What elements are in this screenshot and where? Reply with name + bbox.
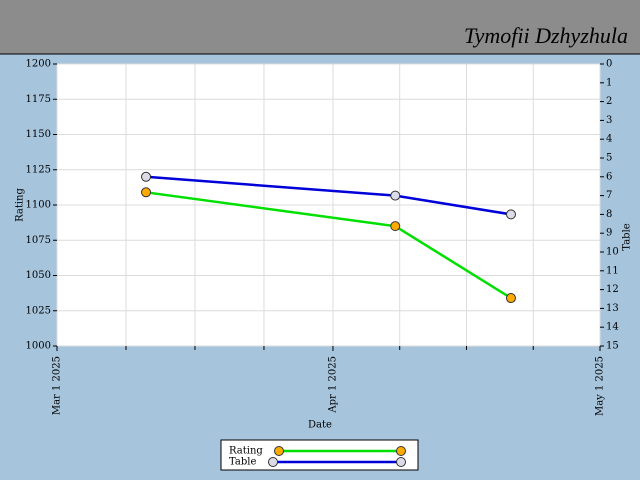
y2-tick-label: 7 <box>606 190 612 201</box>
y-tick-label: 1150 <box>26 129 51 140</box>
y2-tick-label: 0 <box>606 59 612 70</box>
y2-tick-label: 13 <box>606 303 619 314</box>
point <box>505 209 516 220</box>
chart-title: Tymofii Dzhyzhula <box>464 23 628 48</box>
y-tick-label: 1200 <box>26 59 51 70</box>
y-tick-label: 1125 <box>26 164 51 175</box>
y2-tick-label: 2 <box>606 96 612 107</box>
y2-axis-label: Table <box>622 223 633 250</box>
grid <box>56 63 601 347</box>
y-tick-label: 1025 <box>26 305 51 316</box>
y2-tick-label: 9 <box>606 228 612 239</box>
y2-tick-label: 8 <box>606 209 612 220</box>
y2-tick-label: 12 <box>606 284 619 295</box>
y2-tick-label: 3 <box>606 115 612 126</box>
x-tick-label: Mar 1 2025 <box>52 356 63 415</box>
point <box>141 187 152 198</box>
x-axis-label: Date <box>308 420 332 431</box>
y2-tick-label: 11 <box>606 265 619 276</box>
legend-label: Rating <box>229 446 263 457</box>
y2-tick-label: 5 <box>606 153 612 164</box>
y2-tick-label: 14 <box>606 322 619 333</box>
point <box>390 221 401 232</box>
y2-tick-label: 15 <box>606 341 619 352</box>
point <box>141 171 152 182</box>
legend <box>220 439 419 471</box>
y2-tick-label: 4 <box>606 134 612 145</box>
legend-marker <box>268 457 278 467</box>
y-tick-label: 1000 <box>26 341 51 352</box>
point <box>390 190 401 201</box>
header <box>0 0 640 54</box>
legend-marker <box>274 446 284 456</box>
x-tick-label: Apr 1 2025 <box>327 356 338 414</box>
legend-label: Table <box>229 457 256 468</box>
legend-marker <box>396 446 406 456</box>
legend-marker <box>396 457 406 467</box>
y-tick-label: 1175 <box>26 94 51 105</box>
y-axis-label: Rating <box>15 188 26 222</box>
point <box>505 293 516 304</box>
y2-tick-label: 6 <box>606 171 612 182</box>
y-tick-label: 1100 <box>26 200 51 211</box>
x-tick-label: May 1 2025 <box>595 356 606 416</box>
y2-tick-label: 10 <box>606 247 619 258</box>
y-tick-label: 1075 <box>26 235 51 246</box>
y-tick-label: 1050 <box>26 270 51 281</box>
y2-tick-label: 1 <box>606 77 612 88</box>
